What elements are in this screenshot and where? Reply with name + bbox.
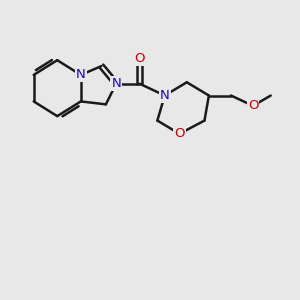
Text: N: N bbox=[160, 89, 169, 102]
Text: N: N bbox=[76, 68, 86, 81]
Text: O: O bbox=[248, 99, 258, 112]
Text: N: N bbox=[111, 77, 121, 90]
Text: O: O bbox=[134, 52, 145, 65]
Text: O: O bbox=[174, 127, 185, 140]
